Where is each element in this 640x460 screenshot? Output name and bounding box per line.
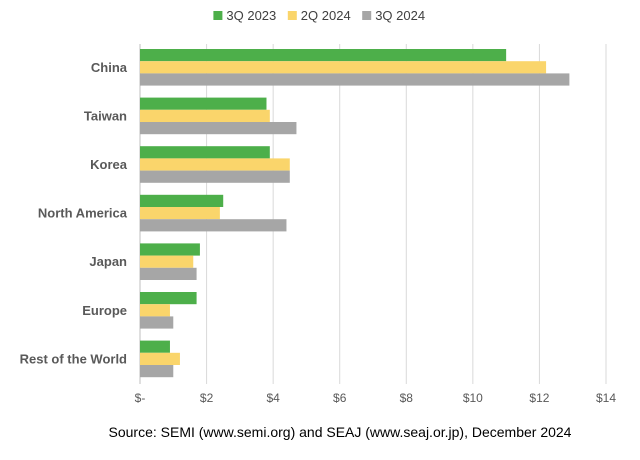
legend: 3Q 2023 2Q 2024 3Q 2024: [213, 8, 425, 23]
bar-3q-2023: [140, 292, 197, 305]
bar-3q-2024: [140, 365, 174, 378]
category-label: Europe: [82, 303, 127, 318]
bar-2q-2024: [140, 61, 547, 74]
category-label: China: [91, 60, 128, 75]
category-label: Taiwan: [84, 108, 127, 123]
bar-3q-2024: [140, 73, 570, 86]
x-tick-label: $6: [333, 391, 347, 405]
x-tick-label: $12: [529, 391, 549, 405]
bar-3q-2023: [140, 340, 170, 353]
bar-2q-2024: [140, 207, 220, 220]
bar-2q-2024: [140, 304, 170, 317]
bar-2q-2024: [140, 255, 194, 268]
bar-3q-2024: [140, 122, 297, 135]
x-axis-ticks: $- $2 $4 $6 $8 $10 $12 $14: [135, 391, 617, 405]
x-tick-label: $10: [463, 391, 483, 405]
bar-3q-2024: [140, 316, 174, 329]
x-tick-label: $2: [200, 391, 214, 405]
category-label: Korea: [90, 157, 128, 172]
bar-3q-2023: [140, 97, 267, 110]
legend-swatch: [362, 11, 372, 20]
category-label: Rest of the World: [20, 351, 127, 366]
bar-3q-2023: [140, 146, 270, 159]
bar-2q-2024: [140, 158, 290, 171]
bar-3q-2023: [140, 194, 224, 207]
category-label: Japan: [89, 254, 127, 269]
legend-label: 2Q 2024: [301, 8, 351, 23]
category-label: North America: [38, 206, 128, 221]
bar-3q-2023: [140, 243, 200, 256]
bar-2q-2024: [140, 352, 180, 365]
category-labels: China Taiwan Korea North America Japan Europe…: [20, 60, 128, 367]
legend-swatch: [287, 11, 297, 20]
legend-label: 3Q 2023: [226, 8, 276, 23]
x-tick-label: $14: [596, 391, 616, 405]
x-tick-label: $8: [400, 391, 414, 405]
legend-label: 3Q 2024: [375, 8, 425, 23]
bar-3q-2024: [140, 267, 197, 280]
legend-swatch: [213, 11, 223, 20]
x-tick-label: $4: [266, 391, 280, 405]
source-note: Source: SEMI (www.semi.org) and SEAJ (ww…: [109, 424, 572, 440]
bar-3q-2023: [140, 49, 507, 62]
bar-3q-2024: [140, 219, 287, 232]
bar-3q-2024: [140, 170, 290, 183]
bars: [140, 49, 570, 378]
x-tick-label: $-: [135, 391, 146, 405]
bar-2q-2024: [140, 109, 270, 122]
